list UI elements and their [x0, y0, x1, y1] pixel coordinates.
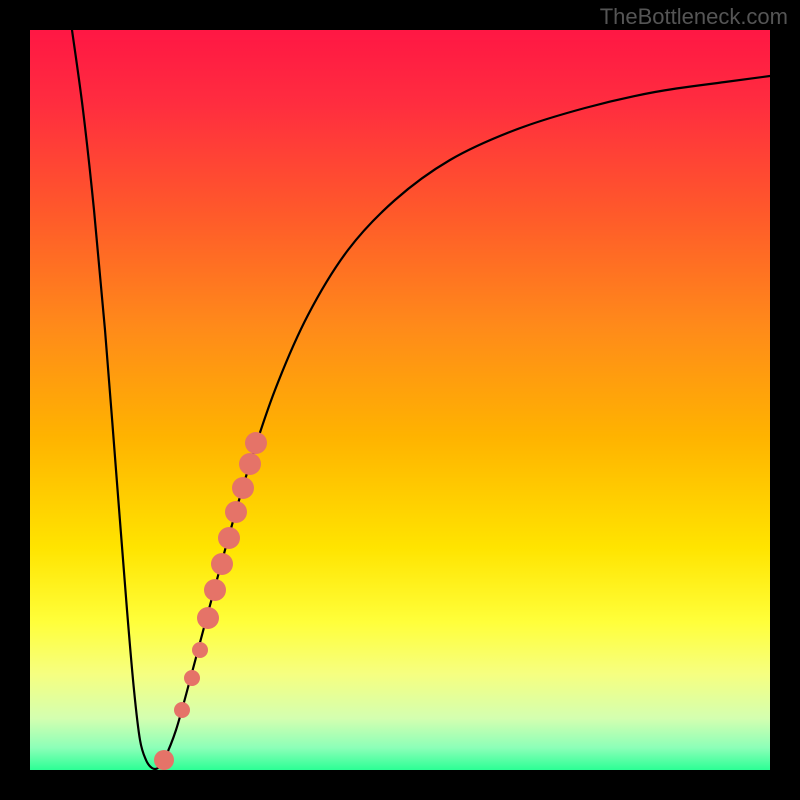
data-marker [197, 607, 219, 629]
data-marker [218, 527, 240, 549]
data-marker [184, 670, 200, 686]
data-marker [154, 750, 174, 770]
data-marker [192, 642, 208, 658]
data-marker [239, 453, 261, 475]
curve-overlay [30, 30, 770, 770]
plot-area [30, 30, 770, 770]
bottleneck-curve [72, 30, 770, 769]
data-marker [211, 553, 233, 575]
data-marker [245, 432, 267, 454]
data-marker [174, 702, 190, 718]
data-marker [232, 477, 254, 499]
data-marker [225, 501, 247, 523]
data-marker [204, 579, 226, 601]
watermark-text: TheBottleneck.com [600, 4, 788, 30]
chart-root: TheBottleneck.com [0, 0, 800, 800]
